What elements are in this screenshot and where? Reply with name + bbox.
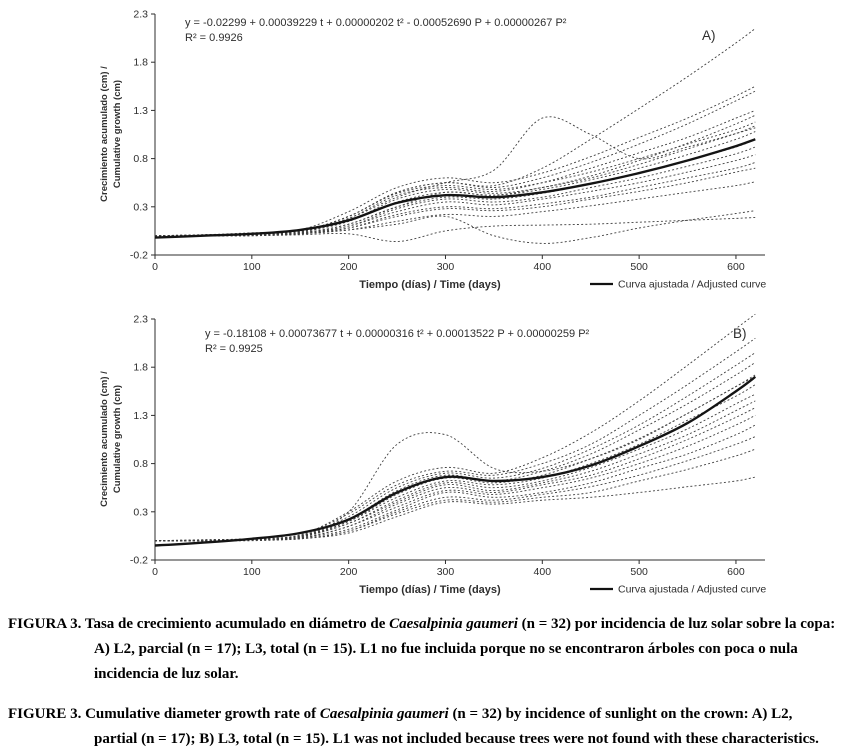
series-b	[154, 313, 757, 547]
individual-tree-curve	[154, 376, 756, 542]
individual-tree-curve	[154, 436, 756, 542]
y-tick-label: 2.3	[133, 314, 148, 326]
individual-tree-curve	[154, 125, 756, 237]
y-axis-label-a-line2: Cumulative growth (cm)	[112, 80, 123, 188]
individual-tree-curve	[154, 384, 756, 542]
y-tick-label: 0.3	[133, 506, 148, 518]
individual-tree-curve	[154, 352, 756, 542]
y-axis-label-b-line2: Cumulative growth (cm)	[112, 385, 123, 493]
fitted-curve	[154, 138, 756, 239]
y-tick-label: 0.3	[133, 201, 148, 213]
individual-tree-curve	[154, 210, 756, 244]
x-tick-label: 400	[534, 566, 552, 578]
legend-label-a: Curva ajustada / Adjusted curve	[618, 279, 766, 291]
individual-tree-curve	[154, 121, 756, 237]
individual-tree-curve	[154, 162, 756, 237]
x-tick-label: 0	[152, 261, 158, 273]
panel-label-b: B)	[733, 326, 747, 341]
x-tick-label: 300	[437, 261, 455, 273]
x-tick-label: 300	[437, 566, 455, 578]
individual-tree-curve	[154, 448, 756, 542]
individual-tree-curve	[154, 362, 756, 542]
individual-tree-curve	[154, 424, 756, 542]
r-squared-a: R² = 0.9926	[185, 32, 243, 44]
x-tick-label: 200	[340, 261, 358, 273]
caption-figura-3-es: FIGURA 3. Tasa de crecimiento acumulado …	[8, 612, 839, 686]
caption-figure-3-en: FIGURE 3. Cumulative diameter growth rat…	[8, 702, 839, 752]
individual-tree-curve	[154, 476, 756, 542]
y-tick-label: -0.2	[130, 555, 148, 567]
axes-b: -0.2 0.3 0.8 1.3 1.8 2.3 0 100 200 300 400 500 600	[130, 314, 765, 578]
y-axis-label-b-line1: Crecimiento acumulado (cm) /	[99, 371, 110, 507]
x-tick-label: 100	[243, 566, 261, 578]
legend-label-b: Curva ajustada / Adjusted curve	[618, 584, 766, 596]
caption-es-text-start: FIGURA 3. Tasa de crecimiento acumulado …	[8, 616, 390, 632]
y-tick-label: 0.8	[133, 458, 148, 470]
axes-a: -0.2 0.3 0.8 1.3 1.8 2.3 0 100 200 300 400 500 600	[130, 9, 765, 273]
x-tick-label: 500	[630, 261, 648, 273]
caption-en-text-end: (n = 32) by incidence of sunlight on the…	[94, 706, 819, 747]
x-tick-label: 100	[243, 261, 261, 273]
x-tick-label: 400	[534, 261, 552, 273]
individual-tree-curve	[154, 85, 756, 237]
y-tick-label: 1.3	[133, 410, 148, 422]
panel-label-a: A)	[702, 28, 716, 43]
individual-tree-curve	[154, 90, 756, 237]
y-tick-label: 0.8	[133, 153, 148, 165]
series-a	[154, 28, 756, 244]
x-tick-label: 500	[630, 566, 648, 578]
individual-tree-curve	[154, 116, 756, 237]
regression-equation-b: y = -0.18108 + 0.00073677 t + 0.00000316…	[205, 328, 590, 340]
regression-equation-a: y = -0.02299 + 0.00039229 t + 0.00000202…	[185, 17, 567, 29]
individual-tree-curve	[154, 109, 756, 237]
individual-tree-curve	[154, 407, 756, 542]
caption-en-text-start: FIGURE 3. Cumulative diameter growth rat…	[8, 706, 320, 723]
chart-panel-a: -0.2 0.3 0.8 1.3 1.8 2.3 0 100 200 300 400 500 600 y…	[99, 9, 766, 292]
x-tick-label: 600	[727, 566, 745, 578]
chart-panel-b: -0.2 0.3 0.8 1.3 1.8 2.3 0 100 200 300 400 500 600 y…	[99, 313, 766, 597]
species-name-en: Caesalpinia gaumeri	[319, 706, 449, 723]
individual-tree-curve	[154, 146, 756, 237]
individual-tree-curve	[154, 114, 756, 237]
fitted-curve	[154, 375, 757, 547]
y-axis-label-a-line1: Crecimiento acumulado (cm) /	[99, 66, 110, 202]
r-squared-b: R² = 0.9925	[205, 343, 263, 355]
individual-tree-curve	[154, 216, 756, 242]
x-tick-label: 200	[340, 566, 358, 578]
individual-tree-curve	[154, 374, 756, 542]
y-tick-label: 1.8	[133, 362, 148, 374]
y-tick-label: -0.2	[130, 250, 148, 262]
x-axis-label-a: Tiempo (días) / Time (days)	[359, 279, 501, 291]
species-name-es: Caesalpinia gaumeri	[389, 616, 518, 632]
x-axis-label-b: Tiempo (días) / Time (days)	[359, 584, 501, 596]
individual-tree-curve	[154, 131, 756, 237]
figure-captions: FIGURA 3. Tasa de crecimiento acumulado …	[0, 600, 853, 752]
x-tick-label: 0	[152, 566, 158, 578]
caption-es-text-end: (n = 32) por incidencia de luz solar sob…	[94, 616, 836, 682]
y-tick-label: 1.8	[133, 57, 148, 69]
individual-tree-curve	[154, 28, 756, 237]
x-tick-label: 600	[727, 261, 745, 273]
y-tick-label: 2.3	[133, 9, 148, 21]
y-tick-label: 1.3	[133, 105, 148, 117]
